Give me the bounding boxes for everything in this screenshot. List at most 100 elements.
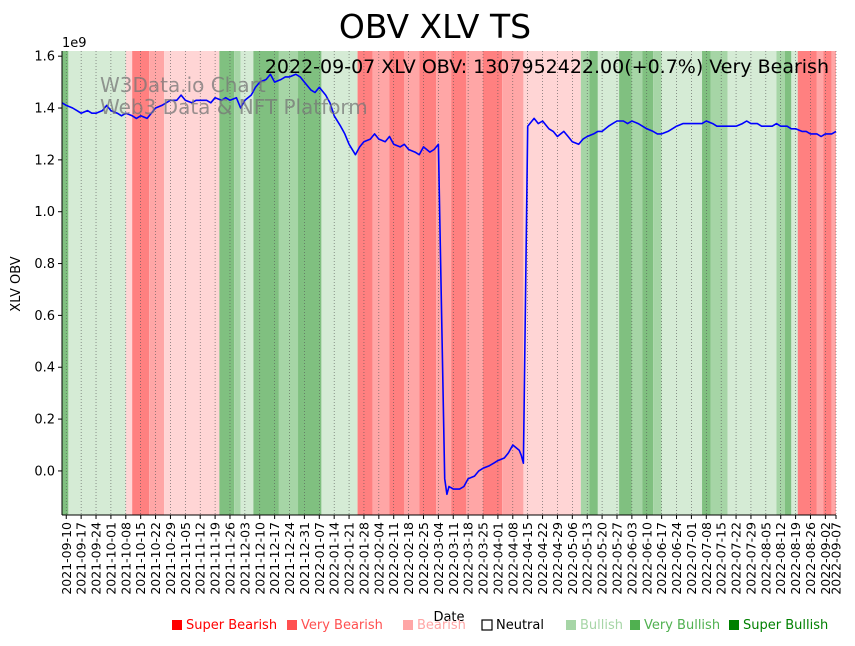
x-tick-label: 2022-01-28: [356, 522, 371, 595]
axes: [61, 51, 836, 516]
x-tick-label: 2021-12-24: [282, 522, 297, 595]
legend-label: Bearish: [417, 618, 466, 633]
x-tick-label: 2022-03-25: [476, 522, 491, 595]
x-tick-label: 2021-10-08: [118, 522, 133, 595]
x-tick-label: 2022-04-29: [550, 522, 565, 595]
x-tick-label: 2021-12-03: [237, 522, 252, 595]
x-tick-label: 2022-07-22: [729, 522, 744, 595]
legend: Super Bearish Very Bearish Bearish Neutral B…: [172, 618, 828, 633]
band-bullish: [661, 51, 703, 515]
x-tick-label: 2021-12-10: [252, 522, 267, 595]
y-tick-label: 1.0: [34, 205, 55, 220]
legend-label: Very Bullish: [644, 618, 720, 633]
band-bullish: [597, 51, 620, 515]
x-tick-label: 2022-02-18: [401, 522, 416, 595]
x-tick-label: 2021-10-22: [148, 522, 163, 595]
band-super-bullish: [253, 51, 279, 515]
band-bullish: [321, 51, 358, 515]
x-tick-label: 2022-09-02: [818, 522, 833, 595]
y-axis-label: XLV OBV: [9, 256, 24, 311]
x-tick-label: 2022-01-14: [327, 522, 342, 595]
y-tick-label: 0.4: [34, 361, 55, 376]
x-tick-label: 2022-05-13: [580, 522, 595, 595]
x-tick-label: 2021-11-12: [193, 522, 208, 595]
band-very-bullish: [653, 51, 662, 515]
y-tick-label: 1.4: [34, 102, 55, 117]
legend-swatch: [630, 620, 640, 630]
x-tick-label: 2021-11-19: [208, 522, 223, 595]
x-tick-label: 2022-03-18: [461, 522, 476, 595]
band-super-bearish: [389, 51, 405, 515]
watermark-line-2: Web3 Data & NFT Platform: [100, 95, 368, 119]
band-super-bearish: [483, 51, 503, 515]
band-super-bullish: [298, 51, 322, 515]
x-tick-label: 2022-04-15: [520, 522, 535, 595]
legend-label: Neutral: [496, 618, 544, 633]
x-tick-label: 2021-10-01: [103, 522, 118, 595]
band-bullish: [727, 51, 777, 515]
band-very-bearish: [404, 51, 420, 515]
x-tick-label: 2021-11-26: [223, 522, 238, 595]
x-tick-label: 2021-09-17: [74, 522, 89, 595]
band-super-bullish: [642, 51, 654, 515]
x-tick-label: 2022-07-01: [684, 522, 699, 595]
x-tick-label: 2022-03-04: [431, 522, 446, 595]
legend-swatch: [566, 620, 576, 630]
x-axis-label: Date: [433, 610, 464, 625]
x-grid: [65, 51, 837, 515]
band-very-bullish: [710, 51, 728, 515]
band-very-bullish: [234, 51, 241, 515]
band-bearish: [523, 51, 581, 515]
band-very-bearish: [816, 51, 824, 515]
band-very-bearish: [466, 51, 484, 515]
band-super-bullish: [62, 51, 69, 515]
x-tick-label: 2022-09-07: [829, 522, 844, 595]
band-very-bullish: [580, 51, 590, 515]
band-super-bearish: [823, 51, 832, 515]
legend-swatch: [287, 620, 297, 630]
band-super-bullish: [619, 51, 632, 515]
x-tick-label: 2021-12-17: [267, 522, 282, 595]
legend-label: Very Bearish: [301, 618, 383, 633]
x-tick-label: 2021-10-29: [163, 522, 178, 595]
band-super-bullish: [219, 51, 235, 515]
y-tick-label: 0.2: [34, 413, 55, 428]
legend-label: Super Bearish: [186, 618, 277, 633]
band-super-bearish: [419, 51, 437, 515]
legend-swatch: [729, 620, 739, 630]
legend-swatch: [481, 619, 493, 631]
y-multiplier: 1e9: [62, 36, 87, 51]
x-tick-label: 2022-06-10: [639, 522, 654, 595]
x-tick-label: 2022-03-11: [446, 522, 461, 595]
x-tick-label: 2022-07-15: [714, 522, 729, 595]
band-super-bullish: [589, 51, 598, 515]
band-super-bearish: [797, 51, 817, 515]
x-tick-label: 2021-12-31: [297, 522, 312, 595]
x-tick-label: 2021-09-10: [59, 522, 74, 595]
legend-swatch: [172, 620, 182, 630]
band-very-bearish: [436, 51, 452, 515]
y-tick-label: 0.0: [34, 464, 55, 479]
x-tick-label: 2022-01-21: [342, 522, 357, 595]
y-ticks: 0.0 0.2 0.4 0.6 0.8 1.0 1.2 1.4 1.6: [34, 50, 62, 479]
obv-line: [61, 73, 837, 496]
x-tick-label: 2022-06-17: [654, 522, 669, 595]
legend-label: Bullish: [580, 618, 623, 633]
chart-title: OBV XLV TS: [339, 7, 531, 46]
watermark-line-1: W3Data.io Chart: [100, 73, 266, 97]
y-tick-label: 1.6: [34, 50, 55, 65]
x-tick-label: 2022-05-27: [610, 522, 625, 595]
x-tick-label: 2022-02-04: [371, 522, 386, 595]
x-tick-label: 2022-08-26: [803, 522, 818, 595]
x-tick-label: 2022-06-03: [624, 522, 639, 595]
band-very-bearish: [149, 51, 165, 515]
x-tick-label: 2022-08-12: [773, 522, 788, 595]
x-tick-label: 2022-07-29: [743, 522, 758, 595]
band-bearish: [164, 51, 220, 515]
x-tick-label: 2021-11-05: [178, 522, 193, 595]
band-very-bullish: [631, 51, 643, 515]
band-super-bullish: [784, 51, 792, 515]
x-tick-label: 2022-06-24: [669, 522, 684, 595]
x-tick-label: 2022-05-20: [595, 522, 610, 595]
